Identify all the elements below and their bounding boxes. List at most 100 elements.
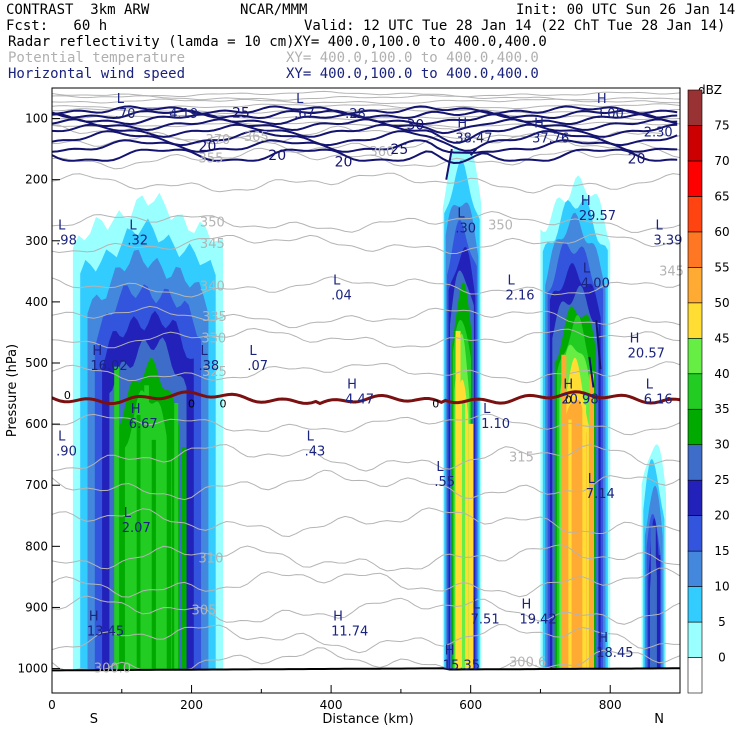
y-tick-label: 500 <box>25 356 48 370</box>
theta-label: 300.6 <box>509 655 546 670</box>
theta-isoline <box>52 327 680 349</box>
colorbar-label: 5 <box>718 615 726 629</box>
reflectivity-core <box>174 402 179 669</box>
extremum-value: 7.14 <box>586 487 615 502</box>
extremum-letter: L <box>583 261 591 276</box>
extremum-value: .32 <box>127 234 148 249</box>
field-xy-reflectivity: XY= 400.0,100.0 to 400.0,400.0 <box>294 34 547 50</box>
reflectivity-core <box>121 429 125 669</box>
center-name: NCAR/MMM <box>240 2 308 18</box>
valid-time: Valid: 12 UTC Tue 28 Jan 14 (22 ChT Tue … <box>304 18 726 34</box>
reflectivity-core <box>568 419 572 669</box>
extremum-value: 29.57 <box>579 209 616 224</box>
reflectivity-core <box>144 385 149 669</box>
extremum-value: 16.02 <box>90 359 127 374</box>
plot-frame <box>51 87 681 694</box>
x-axis-label: Distance (km) <box>322 712 413 727</box>
colorbar-unit: dBZ <box>698 83 722 97</box>
theta-isoline <box>52 103 680 110</box>
x-tick-label: 200 <box>180 698 203 712</box>
wind-label: 20 <box>628 151 646 167</box>
extremum-letter: H <box>534 117 544 132</box>
colorbar-swatch <box>687 550 703 587</box>
theta-isoline <box>52 210 680 233</box>
extremum-letter: L <box>129 219 137 234</box>
theta-isoline <box>52 172 680 194</box>
extremum-value: .90 <box>56 444 77 459</box>
theta-isoline <box>52 413 680 436</box>
y-tick-label: 700 <box>25 478 48 492</box>
wind-isotach <box>52 123 678 144</box>
extremum-letter: H <box>347 378 357 393</box>
colorbar-swatch <box>687 302 703 339</box>
theta-isoline <box>52 90 680 98</box>
colorbar-label: 50 <box>714 296 729 310</box>
theta-label: 330 <box>201 332 226 347</box>
wind-isotach <box>52 109 678 120</box>
colorbar-label: 20 <box>714 509 729 523</box>
field-name-theta: Potential temperature <box>8 50 186 66</box>
theta-isoline <box>52 131 680 154</box>
extremum-value: 19.42 <box>520 613 557 628</box>
y-tick-label: 800 <box>25 539 48 553</box>
freezing-level-label: 0 <box>565 394 572 407</box>
extremum-letter: H <box>563 378 573 393</box>
field-name-wind: Horizontal wind speed <box>8 66 186 82</box>
reflectivity-core <box>159 445 164 669</box>
theta-label: 370 <box>206 133 231 148</box>
extremum-letter: L <box>201 344 209 359</box>
colorbar-swatch <box>687 160 703 197</box>
extremum-letter: L <box>249 344 257 359</box>
colorbar-swatch <box>687 621 703 658</box>
theta-label: 360 <box>369 145 394 160</box>
wind-isotach <box>52 105 678 115</box>
theta-isoline <box>52 444 680 472</box>
extremum-value: 6.67 <box>129 417 158 432</box>
extremum-letter: L <box>333 274 341 289</box>
extremum-letter: L <box>307 429 315 444</box>
reflectivity-core <box>656 555 661 669</box>
theta-label: 345 <box>200 237 225 252</box>
y-tick-label: 100 <box>25 112 48 126</box>
extremum-value: .67 <box>294 107 315 122</box>
theta-isoline <box>52 147 680 170</box>
colorbar-swatch <box>687 586 703 623</box>
x-tick-label: 800 <box>599 698 622 712</box>
reflectivity-core <box>589 374 595 669</box>
extremum-letter: L <box>473 598 481 613</box>
wind-isotach-core <box>588 356 595 388</box>
extremum-value: .98 <box>56 234 77 249</box>
extremum-letter: H <box>92 344 102 359</box>
x-tick-label: 400 <box>320 698 343 712</box>
wind-isotach-core <box>445 148 453 180</box>
colorbar-label: 55 <box>714 260 729 274</box>
theta-label: 335 <box>202 310 227 325</box>
extremum-value: 6.16 <box>644 393 673 408</box>
extremum-value: 7.51 <box>471 613 500 628</box>
extremum-value: .43 <box>305 444 326 459</box>
extremum-value: 1.10 <box>481 417 510 432</box>
colorbar-swatch <box>687 337 703 375</box>
extremum-letter: H <box>131 402 141 417</box>
colorbar-label: 10 <box>714 580 729 594</box>
colorbar-swatch <box>687 373 703 410</box>
extremum-letter: L <box>436 460 444 475</box>
reflectivity-core <box>468 423 474 669</box>
reflectivity-core <box>136 415 141 669</box>
colorbar-label: 25 <box>714 473 729 487</box>
extremum-letter: L <box>457 206 465 221</box>
extremum-value: 4.47 <box>345 393 374 408</box>
reflectivity-core <box>129 449 135 669</box>
extremum-letter: L <box>655 219 663 234</box>
wind-isotach <box>52 148 678 165</box>
theta-label: 315 <box>509 451 534 466</box>
extremum-value: 4.19 <box>169 107 198 122</box>
y-tick-label: 600 <box>25 417 48 431</box>
theta-label: 345 <box>659 264 684 279</box>
wind-label: 25 <box>390 142 408 158</box>
y-tick-label: 300 <box>25 234 48 248</box>
reflectivity-core <box>650 525 656 669</box>
extremum-value: 15.35 <box>443 658 480 673</box>
colorbar-label: 40 <box>714 367 729 381</box>
